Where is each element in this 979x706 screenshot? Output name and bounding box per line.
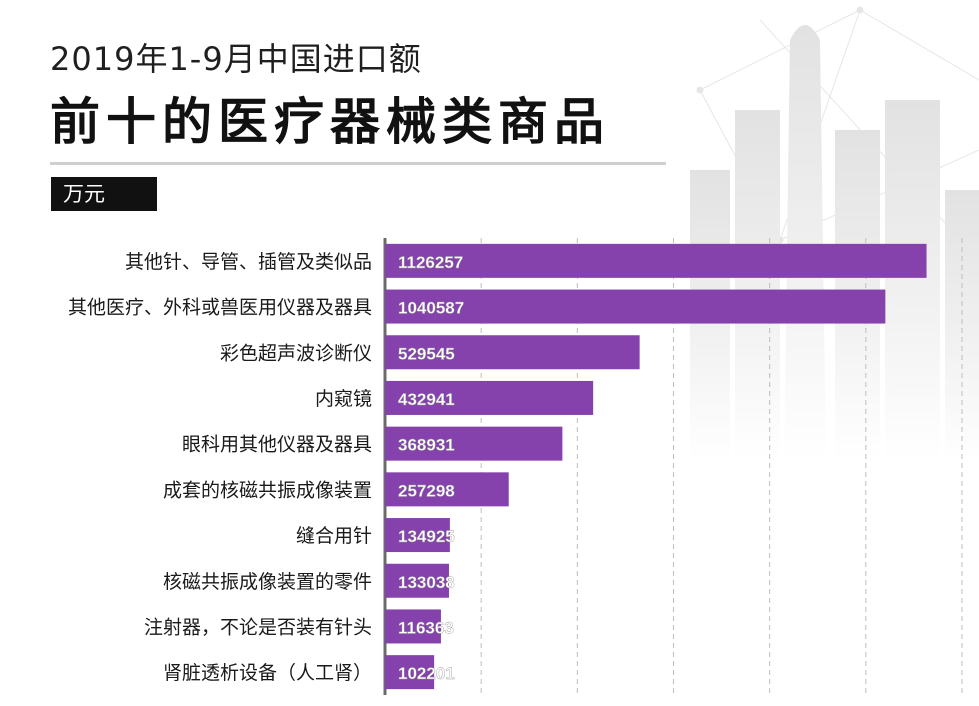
bar — [385, 472, 509, 507]
value-label: 529545 — [398, 344, 455, 363]
bar — [385, 335, 640, 370]
value-label: 133038 — [398, 573, 455, 592]
value-label: 1126257 — [398, 253, 463, 272]
value-label: 257298 — [398, 481, 455, 500]
category-label: 其他医疗、外科或兽医用仪器及器具 — [68, 297, 372, 319]
chart-title-line1: 2019年1-9月中国进口额 — [50, 40, 422, 78]
category-label: 缝合用针 — [296, 525, 372, 547]
bar — [385, 655, 435, 690]
bar — [385, 563, 449, 598]
bars — [385, 243, 927, 690]
category-label: 注射器，不论是否装有针头 — [144, 616, 372, 638]
bar — [385, 243, 927, 278]
category-label: 彩色超声波诊断仪 — [220, 342, 372, 364]
bar — [385, 518, 450, 553]
bar — [385, 289, 886, 324]
category-label: 其他针、导管、插管及类似品 — [125, 251, 372, 273]
bar — [385, 380, 594, 415]
value-label: 368931 — [398, 436, 455, 455]
category-labels: 其他针、导管、插管及类似品其他医疗、外科或兽医用仪器及器具彩色超声波诊断仪内窥镜… — [68, 251, 372, 684]
category-label: 成套的核磁共振成像装置 — [163, 479, 372, 501]
bar — [385, 609, 441, 644]
category-label: 内窥镜 — [315, 388, 372, 410]
category-label: 核磁共振成像装置的零件 — [163, 571, 372, 593]
chart-title-line2: 前十的医疗器械类商品 — [50, 93, 610, 151]
value-label: 102201 — [398, 664, 455, 683]
value-label: 1040587 — [398, 299, 464, 318]
category-label: 肾脏透析设备（人工肾） — [163, 662, 372, 684]
value-label: 432941 — [398, 390, 455, 409]
value-label: 134925 — [398, 527, 455, 546]
title-divider — [50, 162, 666, 165]
bar-value-labels: 1126257 1040587 529545 432941 368931 257298 13… — [398, 253, 465, 684]
bar — [385, 426, 563, 461]
category-label: 眼科用其他仪器及器具 — [182, 434, 372, 456]
value-label: 116363 — [398, 618, 454, 637]
unit-badge: 万元 — [51, 177, 157, 211]
